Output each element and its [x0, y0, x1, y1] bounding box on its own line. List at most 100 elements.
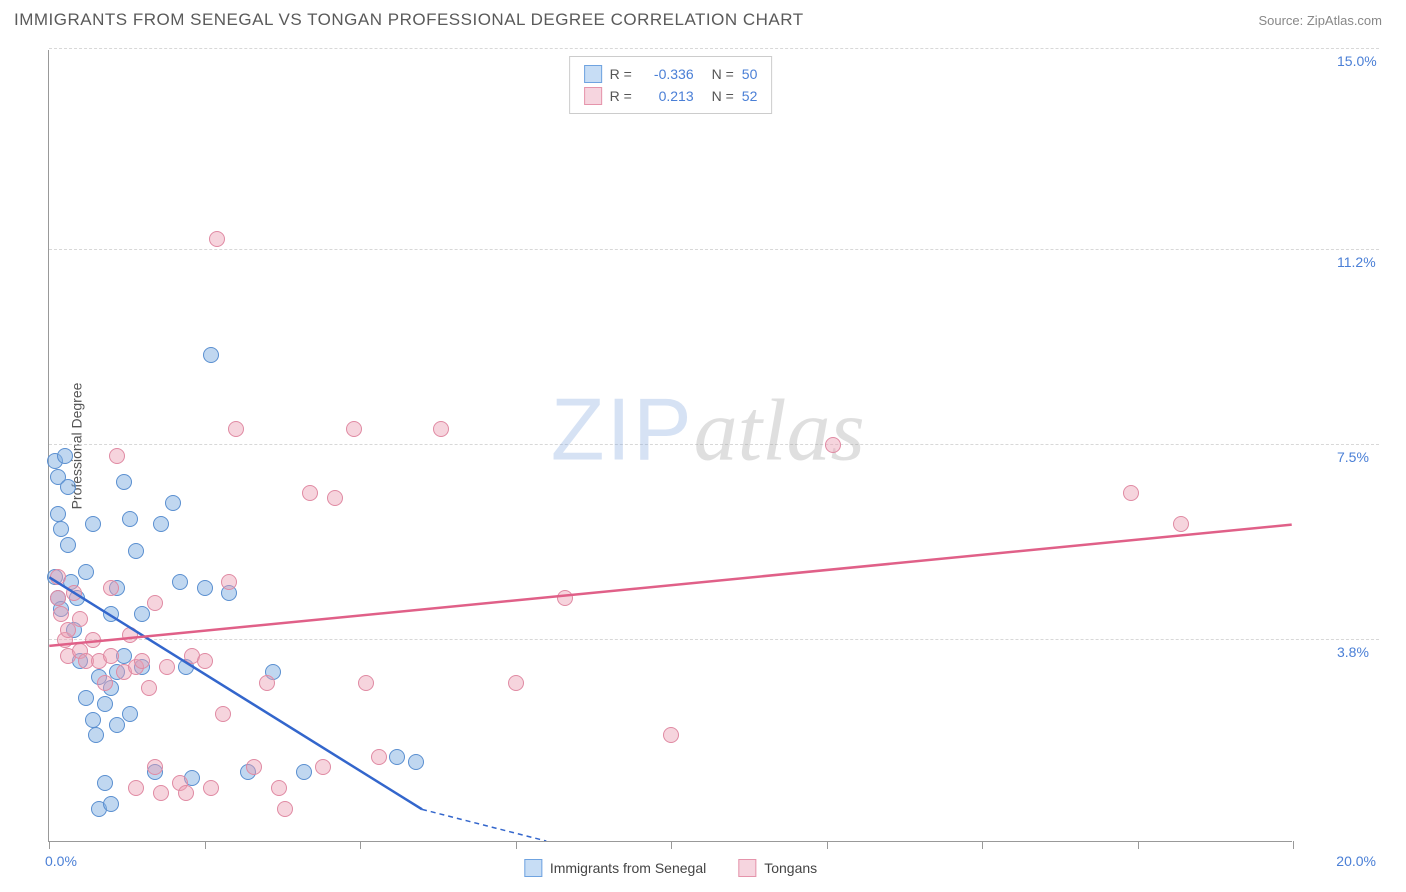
- scatter-point: [85, 712, 101, 728]
- scatter-point: [85, 632, 101, 648]
- scatter-point: [277, 801, 293, 817]
- chart-header: IMMIGRANTS FROM SENEGAL VS TONGAN PROFES…: [0, 0, 1406, 34]
- x-tick: [1293, 841, 1294, 849]
- legend-series: Immigrants from Senegal Tongans: [524, 859, 817, 877]
- scatter-point: [97, 775, 113, 791]
- scatter-point: [825, 437, 841, 453]
- scatter-point: [296, 764, 312, 780]
- scatter-point: [221, 574, 237, 590]
- scatter-point: [147, 595, 163, 611]
- scatter-point: [103, 796, 119, 812]
- scatter-point: [557, 590, 573, 606]
- y-tick-label: 7.5%: [1337, 449, 1369, 465]
- scatter-point: [215, 706, 231, 722]
- scatter-point: [389, 749, 405, 765]
- scatter-point: [165, 495, 181, 511]
- x-min-label: 0.0%: [45, 853, 77, 869]
- plot-area: Professional Degree ZIPatlas R =-0.336N …: [48, 50, 1292, 842]
- scatter-point: [103, 580, 119, 596]
- scatter-point: [57, 448, 73, 464]
- y-tick-label: 3.8%: [1337, 644, 1369, 660]
- legend-correlation-row: R = -0.336 N = 50: [584, 63, 758, 85]
- x-tick: [516, 841, 517, 849]
- scatter-point: [122, 706, 138, 722]
- scatter-point: [122, 627, 138, 643]
- scatter-point: [433, 421, 449, 437]
- scatter-point: [203, 780, 219, 796]
- scatter-point: [178, 785, 194, 801]
- chart-source: Source: ZipAtlas.com: [1258, 13, 1382, 28]
- scatter-point: [50, 590, 66, 606]
- n-value: 52: [742, 85, 758, 107]
- gridline-h: [49, 249, 1379, 250]
- n-label: N =: [712, 63, 734, 85]
- scatter-point: [159, 659, 175, 675]
- legend-swatch: [524, 859, 542, 877]
- scatter-point: [72, 611, 88, 627]
- scatter-point: [103, 606, 119, 622]
- scatter-point: [346, 421, 362, 437]
- scatter-point: [197, 653, 213, 669]
- scatter-point: [128, 780, 144, 796]
- scatter-point: [197, 580, 213, 596]
- x-tick: [49, 841, 50, 849]
- legend-swatch: [584, 87, 602, 105]
- r-value: -0.336: [642, 63, 694, 85]
- scatter-point: [85, 516, 101, 532]
- gridline-h: [49, 48, 1379, 49]
- legend-series-label: Tongans: [764, 860, 817, 876]
- scatter-point: [358, 675, 374, 691]
- x-tick: [827, 841, 828, 849]
- legend-swatch: [584, 65, 602, 83]
- r-label: R =: [610, 63, 634, 85]
- x-tick: [671, 841, 672, 849]
- scatter-point: [1173, 516, 1189, 532]
- legend-series-item: Immigrants from Senegal: [524, 859, 706, 877]
- scatter-point: [109, 448, 125, 464]
- x-tick: [360, 841, 361, 849]
- scatter-point: [97, 696, 113, 712]
- legend-series-item: Tongans: [738, 859, 817, 877]
- scatter-point: [302, 485, 318, 501]
- scatter-point: [116, 474, 132, 490]
- x-tick: [205, 841, 206, 849]
- scatter-point: [141, 680, 157, 696]
- scatter-point: [66, 585, 82, 601]
- gridline-h: [49, 639, 1379, 640]
- scatter-point: [53, 521, 69, 537]
- scatter-point: [508, 675, 524, 691]
- legend-series-label: Immigrants from Senegal: [550, 860, 706, 876]
- scatter-point: [53, 606, 69, 622]
- scatter-point: [172, 574, 188, 590]
- r-label: R =: [610, 85, 634, 107]
- scatter-point: [259, 675, 275, 691]
- watermark: ZIPatlas: [551, 378, 865, 481]
- scatter-point: [1123, 485, 1139, 501]
- chart-container: Professional Degree ZIPatlas R =-0.336N …: [48, 50, 1378, 842]
- scatter-point: [153, 516, 169, 532]
- scatter-point: [371, 749, 387, 765]
- scatter-point: [315, 759, 331, 775]
- scatter-point: [103, 648, 119, 664]
- scatter-point: [271, 780, 287, 796]
- x-max-label: 20.0%: [1336, 853, 1376, 869]
- trend-lines: [49, 50, 1292, 841]
- scatter-point: [153, 785, 169, 801]
- scatter-point: [122, 511, 138, 527]
- r-value: 0.213: [642, 85, 694, 107]
- scatter-point: [60, 537, 76, 553]
- scatter-point: [78, 690, 94, 706]
- x-tick: [982, 841, 983, 849]
- scatter-point: [50, 506, 66, 522]
- y-tick-label: 15.0%: [1337, 53, 1377, 69]
- scatter-point: [147, 759, 163, 775]
- scatter-point: [60, 479, 76, 495]
- scatter-point: [327, 490, 343, 506]
- n-value: 50: [742, 63, 758, 85]
- scatter-point: [128, 543, 144, 559]
- gridline-h: [49, 444, 1379, 445]
- scatter-point: [97, 675, 113, 691]
- legend-correlation: R = -0.336 N = 50R = 0.213 N = 52: [569, 56, 773, 114]
- scatter-point: [78, 564, 94, 580]
- scatter-point: [246, 759, 262, 775]
